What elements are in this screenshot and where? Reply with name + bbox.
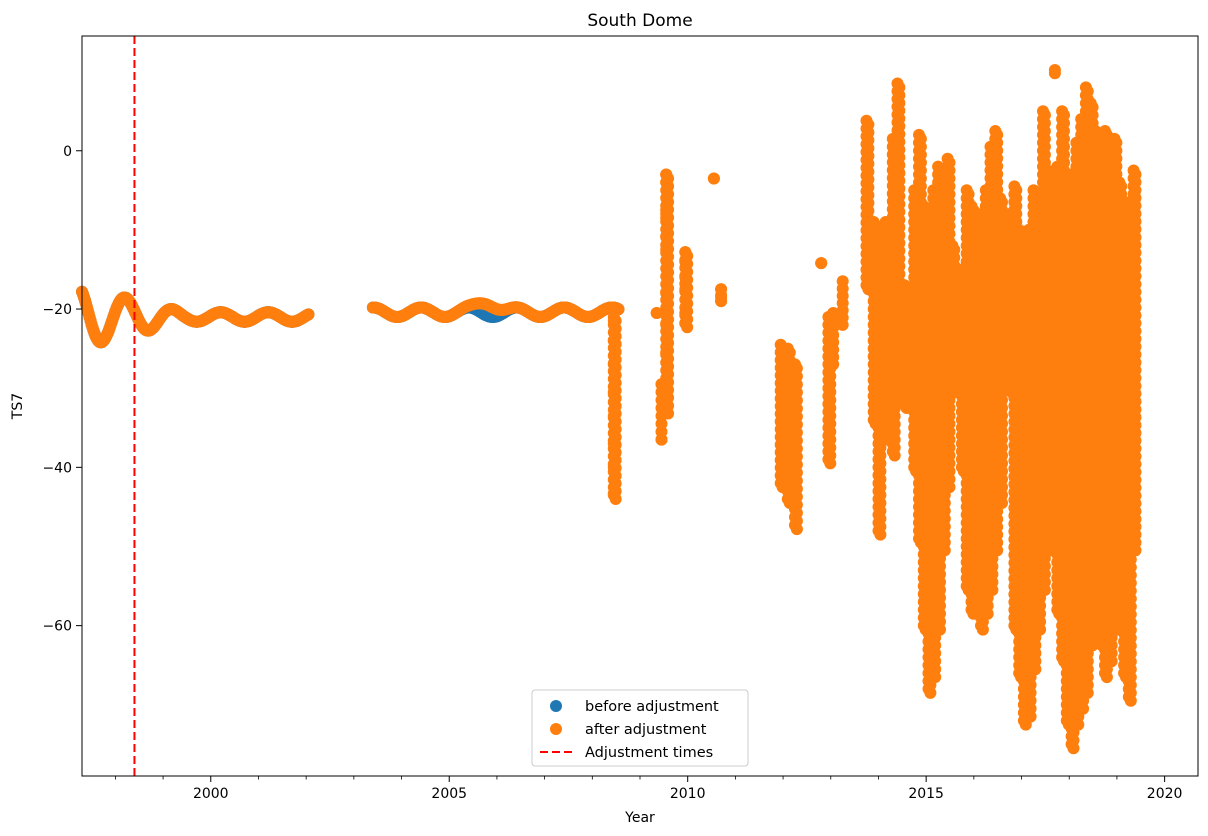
data-point xyxy=(609,493,622,505)
data-point xyxy=(976,623,989,636)
data-point xyxy=(991,544,1004,557)
data-point xyxy=(1048,67,1061,80)
data-point xyxy=(655,433,668,446)
data-point xyxy=(996,497,1008,509)
data-point xyxy=(1038,584,1051,596)
data-point xyxy=(790,523,803,536)
data-point xyxy=(662,407,675,420)
data-point xyxy=(1034,623,1047,636)
data-point xyxy=(929,671,942,684)
data-point xyxy=(943,481,956,494)
data-point xyxy=(981,607,994,620)
data-point xyxy=(924,686,937,699)
data-point xyxy=(888,449,901,462)
data-point xyxy=(815,257,828,270)
data-point xyxy=(715,295,728,308)
data-point xyxy=(650,307,663,319)
data-point xyxy=(681,321,694,334)
data-point xyxy=(986,584,999,596)
data-point xyxy=(827,358,840,371)
data-point xyxy=(938,544,951,557)
data-point xyxy=(836,318,849,331)
data-point xyxy=(1024,710,1037,723)
data-point xyxy=(824,457,837,470)
data-point xyxy=(302,308,315,321)
data-point xyxy=(874,528,887,541)
data-point xyxy=(1029,663,1042,676)
data-points xyxy=(76,64,1142,755)
data-point xyxy=(934,623,946,636)
data-point xyxy=(707,172,720,185)
